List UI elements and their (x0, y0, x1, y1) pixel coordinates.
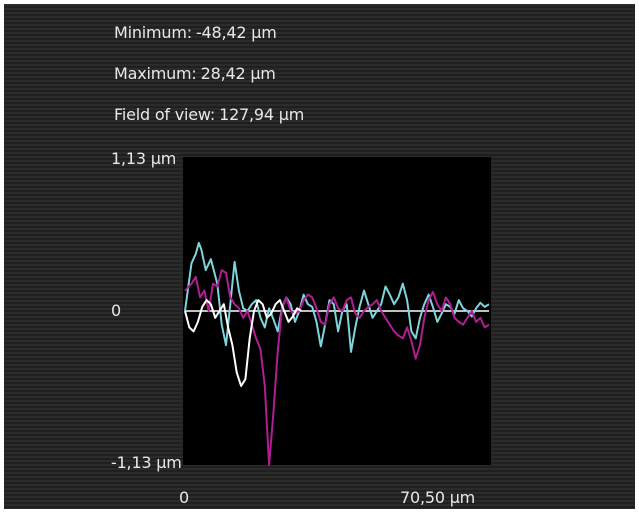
profile-panel: Minimum: -48,42 µm Maximum: 28,42 µm Field… (4, 4, 635, 509)
minimum-label: Minimum: (114, 23, 192, 42)
profile-line-cyan (184, 241, 490, 353)
profile-line-magenta (184, 269, 490, 466)
profile-chart-svg (184, 241, 490, 466)
field-of-view-value: 127,94 µm (219, 105, 305, 124)
maximum-readout: Maximum: 28,42 µm (114, 64, 276, 84)
field-of-view-label: Field of view: (114, 105, 216, 124)
profile-line-white (184, 299, 302, 387)
y-tick-min: -1,13 µm (111, 453, 182, 472)
x-tick-start: 0 (179, 488, 189, 507)
minimum-value: -48,42 µm (195, 23, 277, 42)
field-of-view-readout: Field of view: 127,94 µm (114, 105, 304, 125)
y-tick-zero: 0 (111, 301, 121, 320)
maximum-label: Maximum: (114, 64, 197, 83)
profile-plot-area (183, 157, 491, 466)
y-tick-max: 1,13 µm (111, 149, 177, 168)
minimum-readout: Minimum: -48,42 µm (114, 23, 277, 43)
maximum-value: 28,42 µm (200, 64, 276, 83)
x-tick-end: 70,50 µm (400, 488, 476, 507)
